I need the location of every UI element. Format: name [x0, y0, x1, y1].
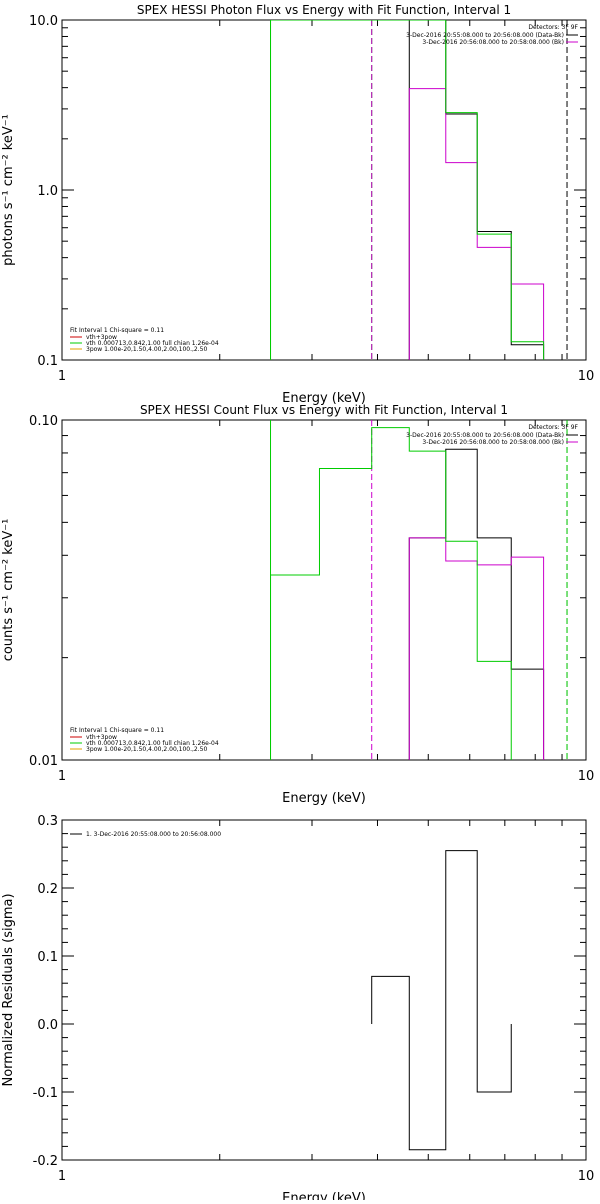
- legend-entry-label: vth+3pow: [86, 334, 117, 341]
- y-tick-label: 0.3: [37, 814, 58, 829]
- x-axis-label: Energy (keV): [282, 1191, 366, 1200]
- y-tick-label: -0.1: [33, 1086, 58, 1101]
- chart-title: SPEX HESSI Photon Flux vs Energy with Fi…: [137, 3, 511, 17]
- y-tick-label: 10.0: [29, 14, 58, 29]
- legend-entry-label: 3pow 1.00e-20,1.50,4.00,2.00,100.,2.50: [86, 746, 207, 753]
- x-tick-label: 10: [578, 1169, 595, 1184]
- y-tick-label: 0.1: [37, 354, 58, 369]
- series-3-histogram: [270, 20, 545, 360]
- data-layer: [270, 20, 568, 360]
- legend-detectors: Detectors: 3F 9F: [528, 424, 578, 431]
- series-1-histogram: [408, 448, 545, 760]
- series-1-histogram: [408, 20, 545, 360]
- y-tick-label: 0.01: [29, 754, 58, 769]
- y-axis-label: Normalized Residuals (sigma): [1, 893, 16, 1086]
- x-tick-label: 1: [58, 1169, 66, 1184]
- x-tick-label: 1: [58, 369, 66, 384]
- legend-fit-header: Fit Interval 1 Chi-square = 0.11: [70, 727, 164, 734]
- legend-entry-label: vth 0.000713,0.842,1.00 full chian 1.26e…: [86, 740, 219, 747]
- plot-panel-1: SPEX HESSI Photon Flux vs Energy with Fi…: [1, 3, 594, 406]
- legend-detectors: Detectors: 3F 9F: [528, 24, 578, 31]
- data-layer: [371, 850, 512, 1151]
- legend-entry-label: vth 0.000713,0.842,1.00 full chian 1.26e…: [86, 340, 219, 347]
- plot-panel-2: SPEX HESSI Count Flux vs Energy with Fit…: [1, 403, 594, 806]
- plot-frame: [61, 819, 587, 1161]
- y-axis-label: counts s⁻¹ cm⁻² keV⁻¹: [1, 519, 16, 662]
- y-tick-label: 1.0: [37, 184, 58, 199]
- y-tick-label: 0.10: [29, 414, 58, 429]
- x-tick-label: 10: [578, 369, 595, 384]
- legend-fit-header: Fit Interval 1 Chi-square = 0.11: [70, 327, 164, 334]
- x-tick-label: 1: [58, 769, 66, 784]
- x-axis-label: Energy (keV): [282, 391, 366, 406]
- legend-entry-label: 3-Dec-2016 20:56:08.000 to 20:58:08.000 …: [422, 39, 564, 46]
- legend-entry-label: 1. 3-Dec-2016 20:55:08.000 to 20:56:08.0…: [86, 831, 221, 838]
- legend-entry-label: 3pow 1.00e-20,1.50,4.00,2.00,100.,2.50: [86, 346, 207, 353]
- y-tick-label: 0.2: [37, 882, 58, 897]
- plot-frame: [61, 419, 587, 761]
- series-2-histogram: [408, 88, 545, 360]
- data-layer: [270, 420, 568, 760]
- chart-title: SPEX HESSI Count Flux vs Energy with Fit…: [140, 403, 508, 417]
- series-1-histogram: [371, 850, 512, 1151]
- x-axis-label: Energy (keV): [282, 791, 366, 806]
- legend-entry-label: 3-Dec-2016 20:56:08.000 to 20:58:08.000 …: [422, 439, 564, 446]
- legend-entry-label: 3-Dec-2016 20:55:08.000 to 20:56:08.000 …: [406, 32, 564, 39]
- y-axis-label: photons s⁻¹ cm⁻² keV⁻¹: [1, 114, 16, 266]
- series-2-histogram: [408, 537, 545, 760]
- y-tick-label: -0.2: [33, 1154, 58, 1169]
- legend-entry-label: 3-Dec-2016 20:55:08.000 to 20:56:08.000 …: [406, 432, 564, 439]
- plot-panel-3: 1 10 Energy (keV) -0.2 -0.1 0.0 0.1 0.2 0.3 Norma…: [1, 814, 595, 1204]
- x-tick-label: 10: [578, 769, 595, 784]
- legend-entry-label: vth+3pow: [86, 734, 117, 741]
- series-3-histogram: [270, 427, 512, 760]
- y-tick-label: 0.0: [37, 1018, 58, 1033]
- y-tick-label: 0.1: [37, 950, 58, 965]
- plot-frame: [61, 19, 587, 361]
